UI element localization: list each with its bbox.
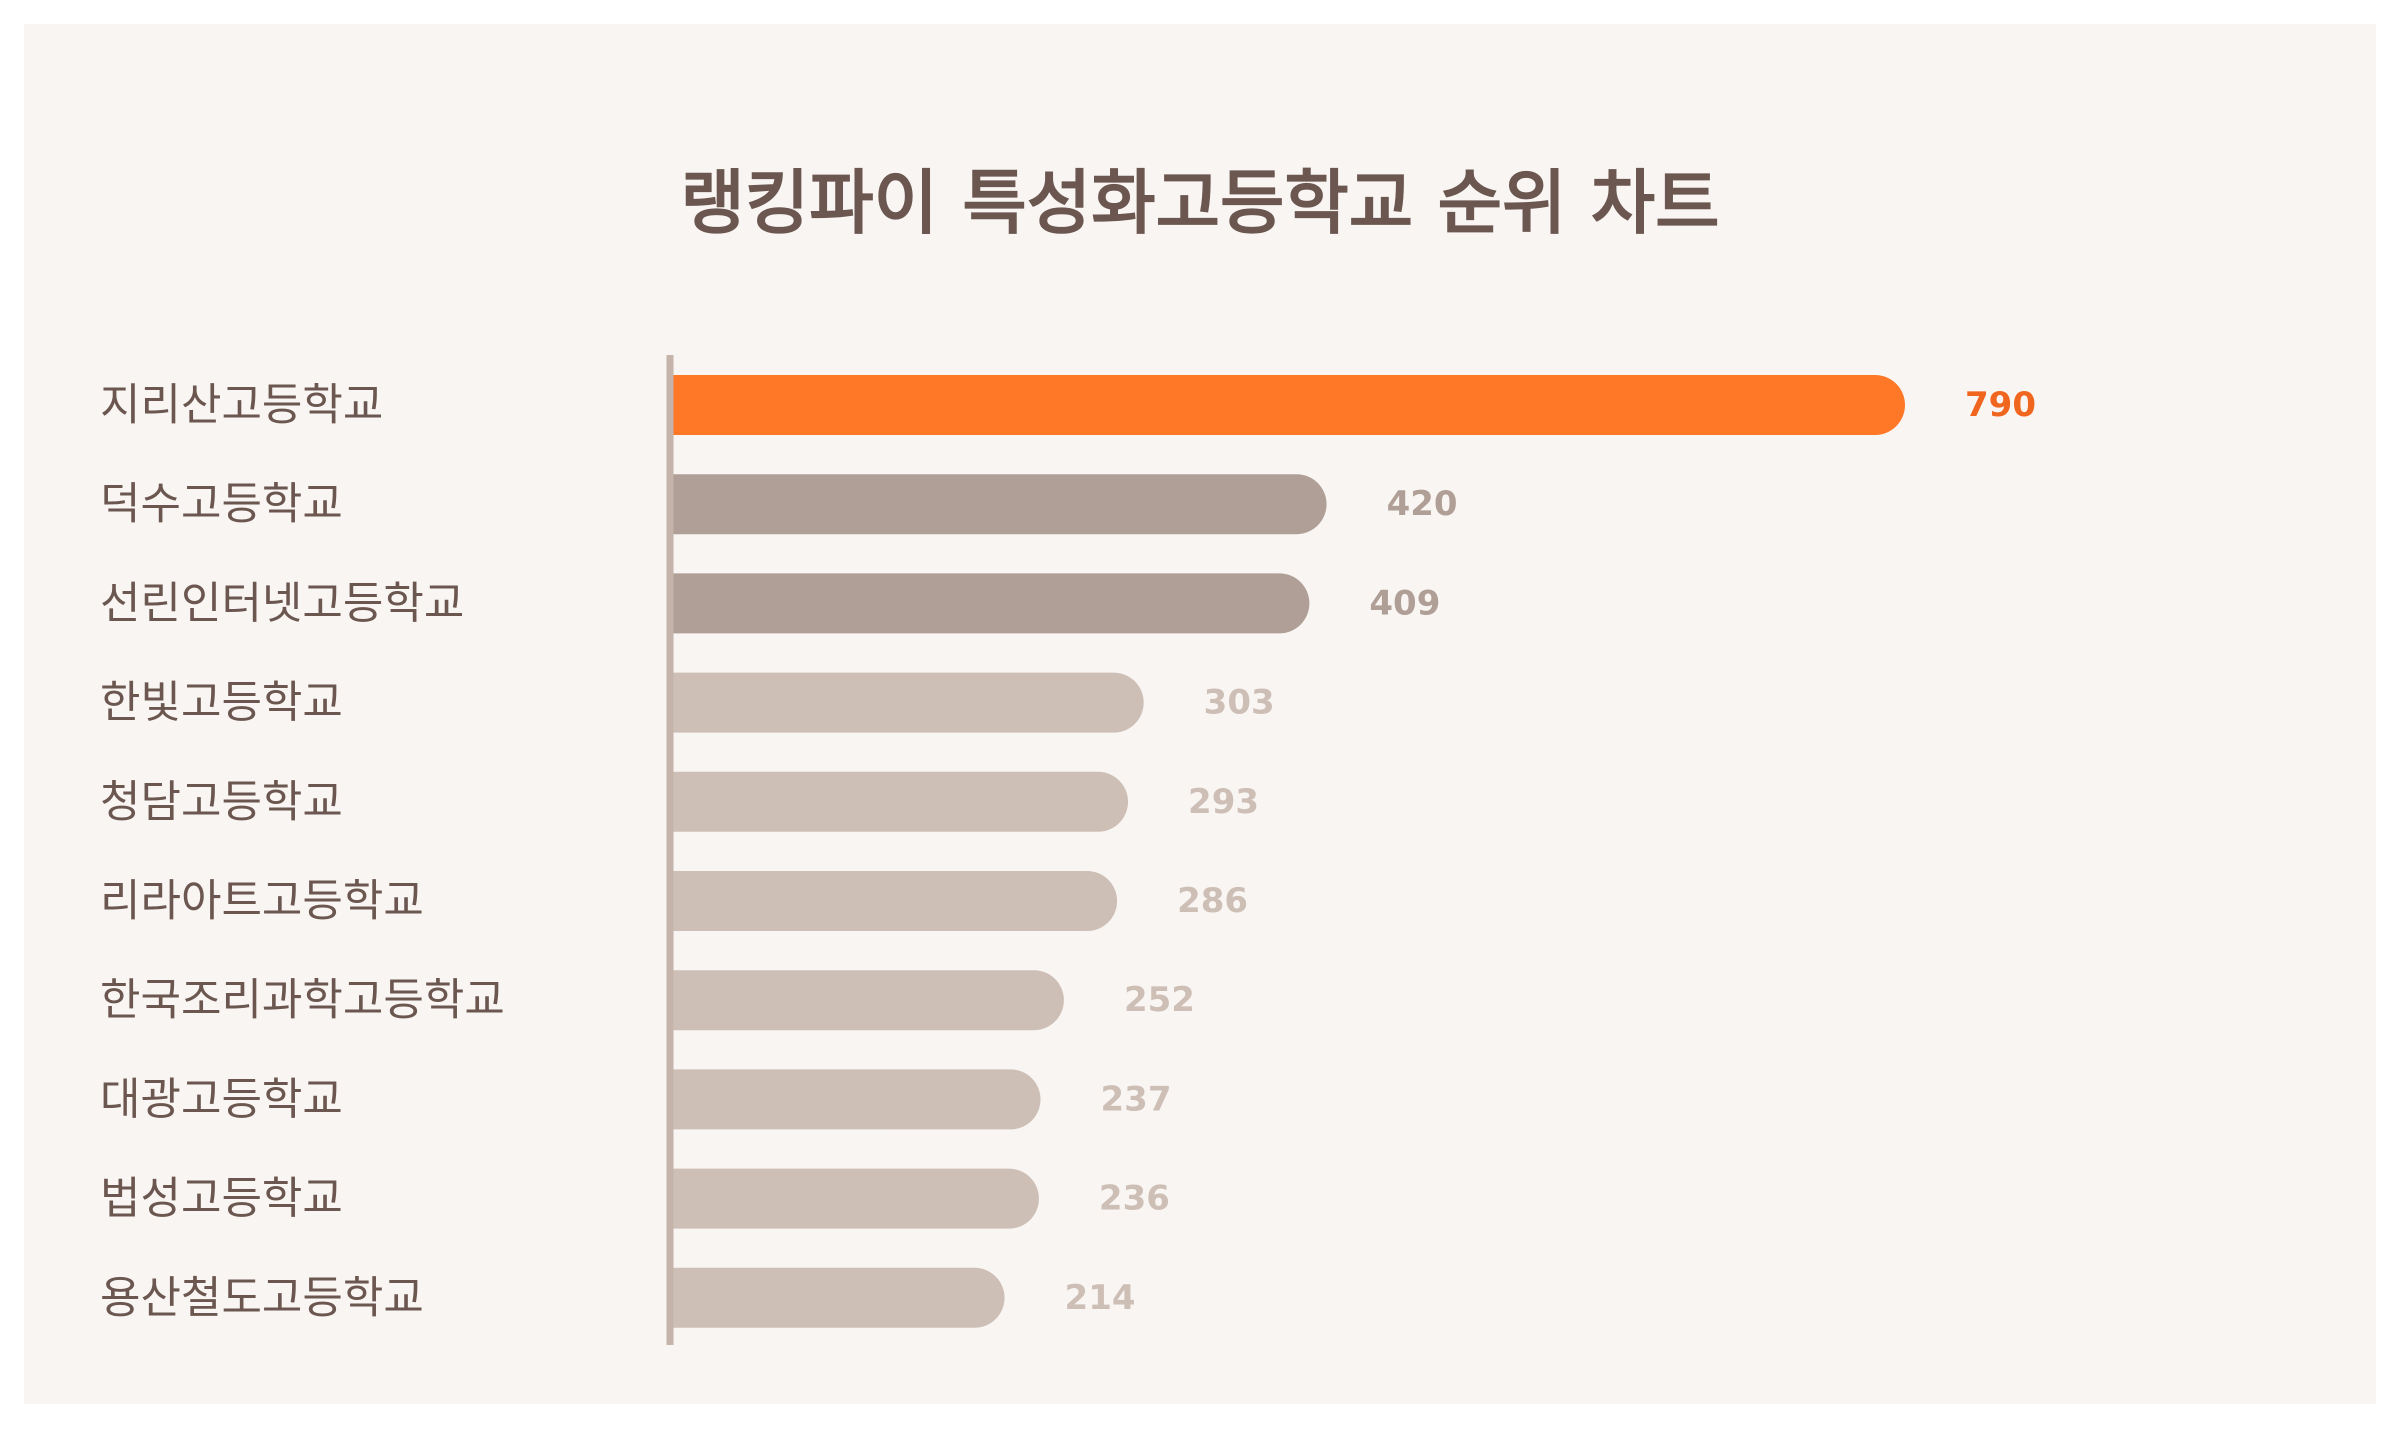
category-label: 대광고등학교 bbox=[100, 1074, 343, 1125]
category-label: 청담고등학교 bbox=[100, 776, 343, 827]
value-label: 790 bbox=[1965, 385, 2036, 425]
value-label: 236 bbox=[1099, 1179, 1170, 1219]
value-label: 237 bbox=[1101, 1079, 1172, 1119]
bar-3 bbox=[670, 573, 1310, 634]
category-label: 용산철도고등학교 bbox=[100, 1272, 424, 1323]
labels-layer: 지리산고등학교 790 덕수고등학교 420 선린인터넷고등학교 409 한빛고등학교 303… bbox=[100, 380, 2036, 1324]
bar-2 bbox=[670, 474, 1327, 535]
bar-10 bbox=[670, 1267, 1005, 1328]
bar-5 bbox=[670, 771, 1129, 832]
category-label: 덕수고등학교 bbox=[100, 479, 343, 530]
bar-7 bbox=[670, 970, 1064, 1031]
category-label: 리라아트고등학교 bbox=[100, 876, 424, 927]
chart-title: 랭킹파이 특성화고등학교 순위 차트 bbox=[680, 162, 1720, 244]
bar-1 bbox=[670, 375, 1905, 435]
value-label: 293 bbox=[1188, 782, 1259, 822]
chart-card bbox=[24, 24, 2376, 1404]
category-label: 선린인터넷고등학교 bbox=[100, 578, 464, 629]
bar-8 bbox=[670, 1069, 1041, 1130]
bar-9 bbox=[670, 1168, 1039, 1229]
value-label: 420 bbox=[1387, 484, 1458, 524]
bar-6 bbox=[670, 871, 1118, 931]
category-label: 법성고등학교 bbox=[100, 1173, 343, 1224]
value-label: 303 bbox=[1204, 683, 1275, 723]
value-label: 252 bbox=[1124, 980, 1195, 1020]
value-label: 409 bbox=[1369, 583, 1440, 623]
value-label: 286 bbox=[1177, 881, 1248, 921]
value-label: 214 bbox=[1065, 1278, 1136, 1318]
bars-layer bbox=[670, 375, 1905, 1328]
category-label: 한빛고등학교 bbox=[100, 677, 343, 728]
bar-4 bbox=[670, 672, 1144, 733]
category-label: 지리산고등학교 bbox=[100, 380, 383, 431]
category-label: 한국조리과학고등학교 bbox=[100, 975, 505, 1026]
